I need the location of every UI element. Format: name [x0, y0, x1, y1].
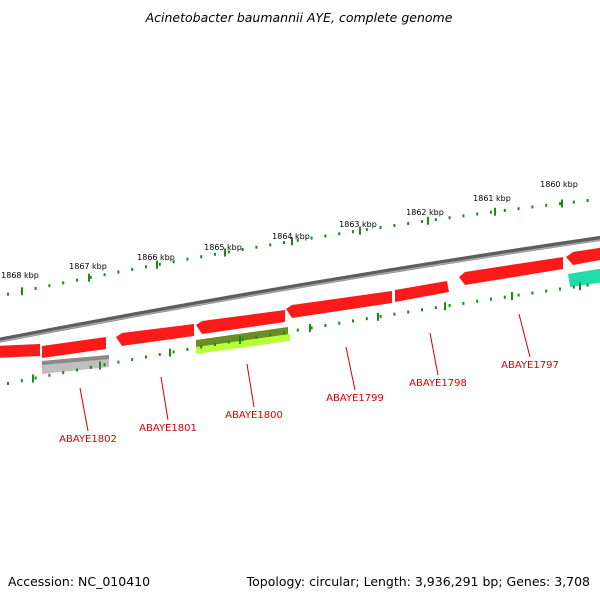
gene-label-abaye1799: ABAYE1799	[326, 393, 384, 404]
map-title: Acinetobacter baumannii AYE, complete ge…	[145, 10, 453, 25]
scale-labels: 1868 kbp 1867 kbp 1866 kbp 1865 kbp 1864 kbp…	[1, 180, 578, 280]
scale-label: 1861 kbp	[473, 194, 511, 203]
feature-olive	[196, 327, 288, 349]
gene-label-leaders	[79, 313, 531, 432]
gene-arrow-abaye1799	[286, 291, 392, 318]
scale-label: 1865 kbp	[204, 243, 242, 252]
gene-leader-line	[160, 376, 169, 421]
reverse-strand-features	[42, 268, 600, 374]
gene-arrow-partial-left	[0, 344, 40, 358]
inner-scale-ring	[7, 282, 589, 385]
gene-arrow-abaye1798	[395, 281, 449, 302]
gene-label-abaye1802: ABAYE1802	[59, 434, 117, 445]
scale-label: 1860 kbp	[540, 180, 578, 189]
gene-leader-line	[345, 346, 356, 391]
scale-label: 1868 kbp	[1, 271, 39, 280]
scale-label: 1867 kbp	[69, 262, 107, 271]
gene-arrow-abaye1801	[116, 324, 194, 346]
scale-label: 1864 kbp	[272, 232, 310, 241]
gene-label-abaye1798: ABAYE1798	[409, 378, 467, 389]
gene-leader-line	[79, 387, 89, 432]
gene-label-abaye1797: ABAYE1797	[501, 360, 559, 371]
genome-backbone	[0, 235, 600, 343]
gene-arrow-abaye1802	[42, 337, 106, 358]
feature-teal	[568, 268, 600, 287]
gene-leader-line	[429, 332, 439, 376]
gene-leader-line	[518, 313, 531, 358]
gene-arrow-partial-right	[566, 247, 600, 265]
scale-label: 1866 kbp	[137, 253, 175, 262]
gene-leader-line	[246, 363, 255, 408]
accession-text: Accession: NC_010410	[8, 574, 150, 589]
gene-arrow-abaye1800	[196, 310, 285, 334]
gene-arrow-abaye1797	[459, 257, 563, 285]
topology-summary: Topology: circular; Length: 3,936,291 bp…	[246, 574, 590, 589]
feature-lime	[196, 334, 290, 354]
gene-label-abaye1800: ABAYE1800	[225, 410, 283, 421]
gene-label-abaye1801: ABAYE1801	[139, 423, 197, 434]
outer-scale-ring	[7, 198, 589, 296]
scale-label: 1863 kbp	[339, 220, 377, 229]
scale-label: 1862 kbp	[406, 208, 444, 217]
feature-grey-top	[42, 355, 109, 365]
forward-strand-genes	[0, 247, 600, 358]
